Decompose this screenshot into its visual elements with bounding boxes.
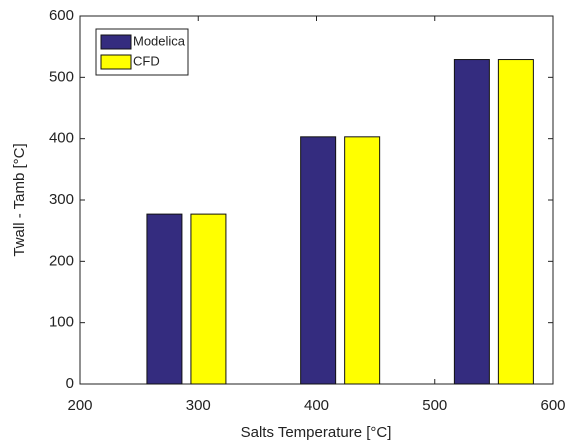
bar xyxy=(190,213,227,385)
legend-label: CFD xyxy=(133,53,160,68)
y-tick-label: 0 xyxy=(66,375,74,392)
y-tick-label: 400 xyxy=(49,130,74,147)
bar xyxy=(300,136,337,385)
bar xyxy=(146,213,183,385)
x-tick-label: 200 xyxy=(67,397,92,414)
y-tick-label: 200 xyxy=(49,252,74,269)
y-axis-label: Twall - Tamb [°C] xyxy=(11,143,28,256)
legend-swatch xyxy=(100,34,132,50)
bar xyxy=(453,59,490,385)
bar xyxy=(344,136,381,385)
x-axis-label: Salts Temperature [°C] xyxy=(241,424,392,441)
x-tick-label: 600 xyxy=(540,397,565,414)
y-tick-label: 500 xyxy=(49,68,74,85)
y-tick-label: 600 xyxy=(49,7,74,24)
x-tick-label: 400 xyxy=(304,397,329,414)
y-tick-label: 100 xyxy=(49,314,74,331)
legend-swatch xyxy=(100,54,132,70)
legend-label: Modelica xyxy=(133,33,186,48)
x-tick-label: 500 xyxy=(422,397,447,414)
bar xyxy=(497,59,534,385)
x-tick-label: 300 xyxy=(186,397,211,414)
y-tick-label: 300 xyxy=(49,191,74,208)
